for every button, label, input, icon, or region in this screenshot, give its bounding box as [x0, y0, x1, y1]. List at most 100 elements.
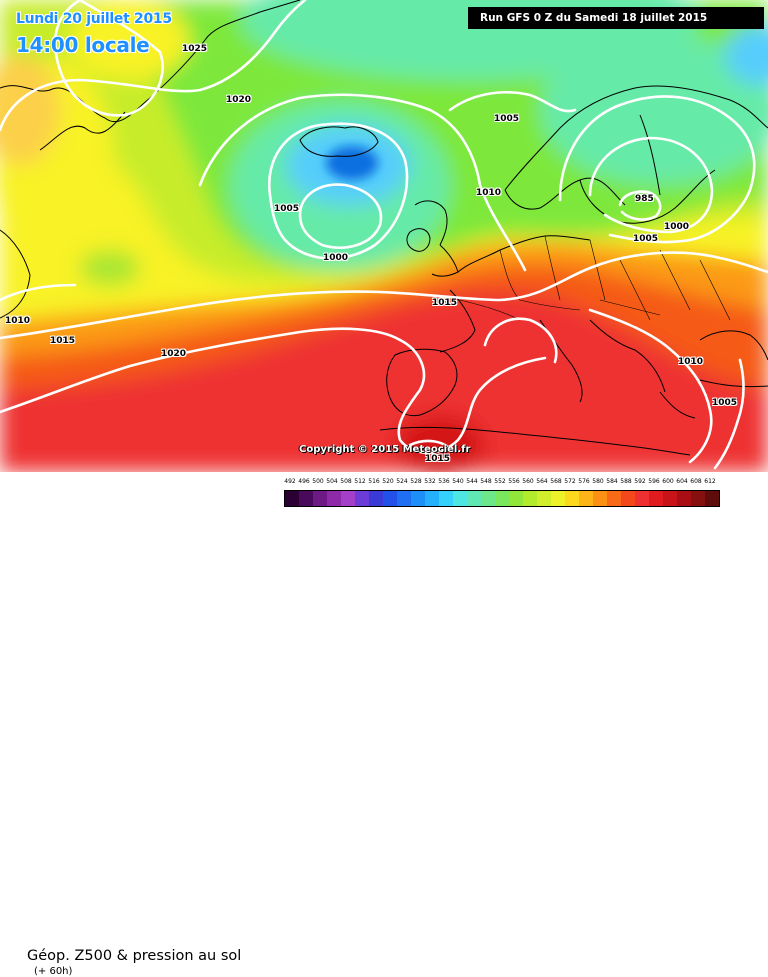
- low-core: [326, 146, 378, 180]
- scale-swatch: [411, 491, 425, 506]
- isobar-label: 1010: [678, 357, 704, 367]
- color-scale-bar: [284, 490, 720, 507]
- scale-swatch: [635, 491, 649, 506]
- ireland-coast: [406, 228, 431, 252]
- scale-swatch: [285, 491, 299, 506]
- north-africa-coast: [379, 426, 691, 456]
- isobar-1010-west: [0, 283, 77, 302]
- isobar-label: 1015: [425, 454, 451, 464]
- scale-swatch: [523, 491, 537, 506]
- scale-tick-label: 584: [606, 478, 618, 485]
- country-borders: [459, 235, 731, 321]
- scotland-coast: [414, 200, 448, 246]
- scale-swatch: [299, 491, 313, 506]
- isobar-label: 1015: [50, 336, 76, 346]
- scale-swatch: [495, 491, 509, 506]
- scale-tick-label: 512: [354, 478, 366, 485]
- scale-swatch: [467, 491, 481, 506]
- field-cyan-green-east: [540, 35, 768, 185]
- scale-tick-label: 492: [284, 478, 296, 485]
- scale-swatch: [537, 491, 551, 506]
- field-title: Géop. Z500 & pression au sol: [27, 948, 242, 964]
- scale-tick-label: 500: [312, 478, 324, 485]
- isobars: [0, 0, 768, 470]
- na-coast: [0, 229, 31, 319]
- scale-swatch: [691, 491, 705, 506]
- isobar-label: 1005: [274, 204, 300, 214]
- scale-tick-label: 604: [676, 478, 688, 485]
- scale-tick-label: 608: [690, 478, 702, 485]
- isobar-label: 1000: [323, 253, 349, 263]
- scale-swatch: [327, 491, 341, 506]
- isobar-1005-low: [267, 122, 409, 260]
- scale-tick-label: 504: [326, 478, 338, 485]
- field-light-blue-east: [725, 25, 768, 85]
- weather-map-svg: [0, 0, 768, 472]
- scale-swatch: [607, 491, 621, 506]
- scandinavia-coast: [504, 85, 768, 191]
- scale-tick-label: 572: [564, 478, 576, 485]
- isobar-1005-se: [713, 358, 745, 470]
- scale-swatch: [565, 491, 579, 506]
- isobar-label: 1005: [712, 398, 738, 408]
- weather-map: 1025 1020 1005 1005 1010 1000 985 1005 1…: [0, 0, 768, 472]
- scale-tick-label: 596: [648, 478, 660, 485]
- isobar-label: 1025: [182, 44, 208, 54]
- scale-swatch: [355, 491, 369, 506]
- scale-tick-label: 524: [396, 478, 408, 485]
- western-europe-coast: [457, 235, 591, 273]
- scale-tick-label: 576: [578, 478, 590, 485]
- scale-swatch: [341, 491, 355, 506]
- field-deep-blue-low: [326, 146, 378, 180]
- scale-tick-label: 544: [466, 478, 478, 485]
- iceland-coast: [299, 126, 379, 157]
- scale-swatch: [579, 491, 593, 506]
- scale-swatch: [593, 491, 607, 506]
- scale-tick-label: 532: [424, 478, 436, 485]
- isobar-995: [618, 190, 662, 221]
- field-green-patch: [80, 250, 140, 286]
- scale-tick-label: 568: [550, 478, 562, 485]
- scale-tick-label: 540: [452, 478, 464, 485]
- scale-tick-label: 564: [536, 478, 548, 485]
- isobar-1020-south: [0, 327, 402, 414]
- scale-swatch: [705, 491, 719, 506]
- isobar-1005-north: [448, 91, 577, 113]
- scale-tick-label: 536: [438, 478, 450, 485]
- scale-tick-label: 592: [634, 478, 646, 485]
- scale-tick-label: 580: [592, 478, 604, 485]
- isobar-1025: [53, 0, 164, 117]
- scale-tick-label: 556: [508, 478, 520, 485]
- black-sea-coast: [699, 330, 768, 361]
- isobar-label: 985: [635, 194, 654, 204]
- scale-swatch: [369, 491, 383, 506]
- greenland-inner: [39, 111, 126, 151]
- scale-tick-label: 508: [340, 478, 352, 485]
- isobar-label: 1020: [161, 349, 187, 359]
- forecast-date: Lundi 20 juillet 2015: [16, 11, 172, 27]
- scale-swatch: [663, 491, 677, 506]
- scale-tick-label: 612: [704, 478, 716, 485]
- isobar-1015-africa: [408, 439, 454, 454]
- scale-swatch: [313, 491, 327, 506]
- scale-tick-label: 520: [382, 478, 394, 485]
- isobar-1020-north: [0, 0, 307, 132]
- isobar-1015: [0, 251, 768, 340]
- isobar-1010-sw: [483, 317, 558, 364]
- isobar-label: 1010: [5, 316, 31, 326]
- turkey-coast: [699, 379, 768, 388]
- forecast-local-time: 14:00 locale: [16, 33, 150, 57]
- isobar-1005-east: [558, 95, 756, 244]
- france-coast: [439, 289, 476, 353]
- isobar-label: 1005: [494, 114, 520, 124]
- scale-swatch: [649, 491, 663, 506]
- scale-swatch: [677, 491, 691, 506]
- scale-tick-label: 496: [298, 478, 310, 485]
- isobar-label: 1005: [633, 234, 659, 244]
- copyright-text: Copyright © 2015 Meteociel.fr: [299, 444, 471, 455]
- isobar-label: 1020: [226, 95, 252, 105]
- scale-swatch: [509, 491, 523, 506]
- scale-swatch: [439, 491, 453, 506]
- scale-swatch: [481, 491, 495, 506]
- iberia-coast: [386, 348, 458, 417]
